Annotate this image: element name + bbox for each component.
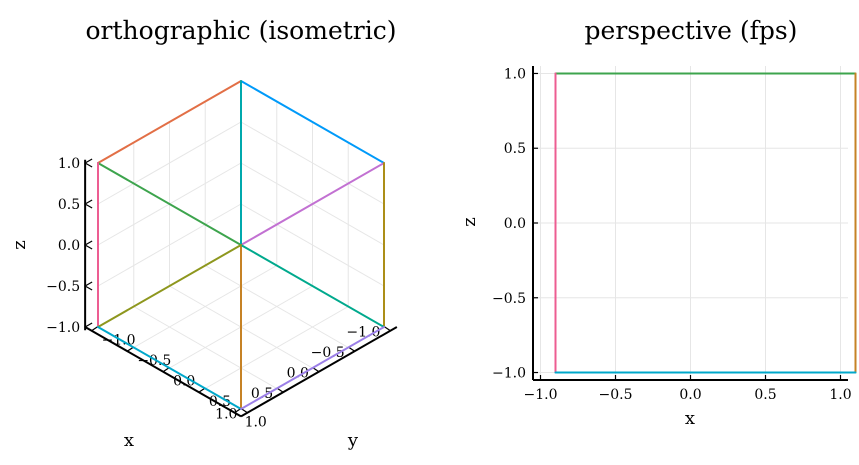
cube-edges <box>97 80 385 410</box>
ticks-orthographic: −1.0−1.0−1.0−0.5−0.5−0.50.00.00.00.50.50… <box>46 156 391 431</box>
y-tick-label: −0.5 <box>492 291 526 307</box>
zlabel-orthographic: z <box>9 240 30 249</box>
y-tick-label: 0.0 <box>504 216 526 232</box>
perspective-edges <box>554 72 857 374</box>
z-tick-mark <box>83 322 93 332</box>
xlabel-orthographic: x <box>124 430 134 451</box>
x-tick-mark <box>276 387 284 393</box>
y-tick-label: 1.0 <box>504 66 526 82</box>
xlabel-perspective: x <box>685 408 695 429</box>
x-tick-label: −0.5 <box>311 345 345 361</box>
x-tick-label: 0.0 <box>287 366 309 382</box>
x-tick-label: 1.0 <box>215 407 237 423</box>
z-tick-label: 1.0 <box>58 156 80 172</box>
grid-line <box>205 306 349 389</box>
x-tick-mark <box>348 346 356 352</box>
y-tick-mark <box>234 408 241 414</box>
cube-edge-3 <box>97 162 242 246</box>
cube-edge-11 <box>97 326 242 410</box>
x-tick-mark <box>384 326 391 332</box>
x-tick-mark <box>241 408 248 414</box>
chart-title-orthographic: orthographic (isometric) <box>86 16 397 45</box>
z-tick-label: 0.0 <box>58 238 80 254</box>
ylabel-perspective: z <box>459 217 480 226</box>
ylabel-orthographic: y <box>347 430 359 451</box>
grid-line <box>97 121 242 205</box>
x-tick-mark <box>312 367 320 373</box>
cube-edge-10 <box>97 244 242 328</box>
x-tick-label: −1.0 <box>524 387 558 403</box>
chart-perspective: perspective (fps) −1.0 −0.5 0.0 0.5 1.0−1.0−… <box>459 16 857 429</box>
y-tick-label: 0.5 <box>209 394 231 410</box>
grid-perspective <box>533 66 848 380</box>
cube-edge-4 <box>240 162 385 246</box>
grid-line <box>133 306 277 389</box>
x-tick-label: 1.0 <box>829 387 851 403</box>
grid-line <box>240 121 385 205</box>
y-tick-label: 1.0 <box>245 415 267 431</box>
y-tick-mark <box>126 346 134 352</box>
y-tick-label: 0.5 <box>504 141 526 157</box>
z-tick-mark <box>83 199 93 209</box>
cube-edge-9 <box>240 244 385 328</box>
z-tick-mark <box>83 158 93 168</box>
x-tick-label: −1.0 <box>346 325 380 341</box>
y-tick-mark <box>198 387 206 393</box>
x-tick-label: 0.0 <box>679 387 701 403</box>
cube-edge-2 <box>97 80 242 164</box>
x-tick-label: 0.5 <box>754 387 776 403</box>
z-tick-label: −0.5 <box>46 279 80 295</box>
z-tick-mark <box>83 240 93 250</box>
z-tick-label: −1.0 <box>46 320 80 336</box>
y-tick-mark <box>162 367 170 373</box>
y-tick-mark <box>91 326 98 332</box>
chart-title-perspective: perspective (fps) <box>585 16 798 45</box>
z-tick-label: 0.5 <box>58 197 80 213</box>
y-tick-label: −1.0 <box>492 366 526 382</box>
cube-edge-12 <box>240 326 385 410</box>
y-tick-label: 0.0 <box>173 374 195 390</box>
chart-orthographic: orthographic (isometric) −1.0−1.0−1.0−0.… <box>9 16 398 451</box>
cube-edge-1 <box>240 80 385 164</box>
ticks-perspective: −1.0 −0.5 0.0 0.5 1.0 −1.0 −0.5 0.0 0.5 1.0 <box>492 66 852 403</box>
z-tick-mark <box>83 281 93 291</box>
x-tick-label: −0.5 <box>599 387 633 403</box>
x-tick-label: 0.5 <box>251 386 273 402</box>
